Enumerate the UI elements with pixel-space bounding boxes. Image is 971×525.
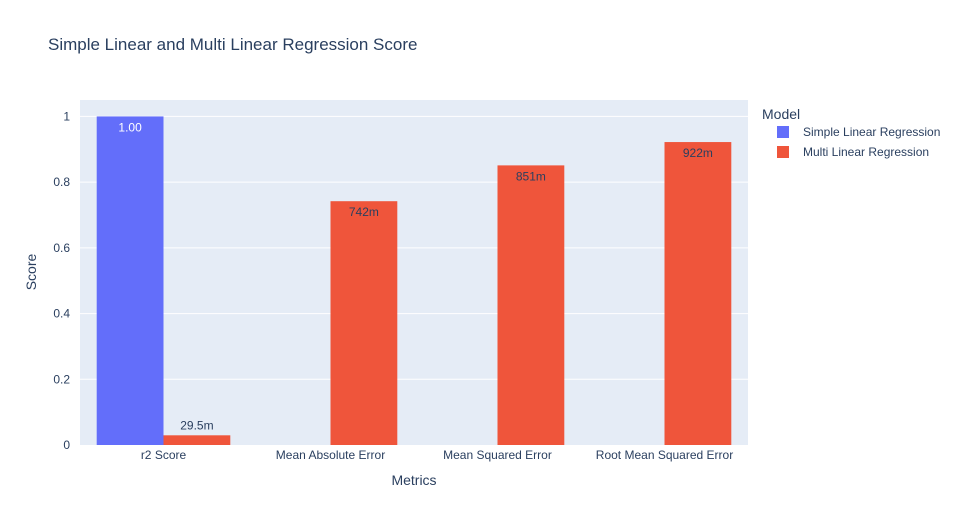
bar	[163, 435, 231, 445]
bar	[96, 116, 164, 445]
y-tick-label: 0.8	[53, 175, 70, 189]
y-tick-label: 0.4	[53, 307, 70, 321]
bar-data-label: 742m	[349, 205, 379, 219]
bar-data-label: 1.00	[118, 120, 142, 134]
legend-label: Multi Linear Regression	[803, 145, 929, 159]
grid-lines	[80, 115, 748, 380]
x-tick-label: Root Mean Squared Error	[596, 448, 733, 462]
x-tick-label: Mean Squared Error	[443, 448, 552, 462]
legend-label: Simple Linear Regression	[803, 125, 940, 139]
y-tick-label: 0.6	[53, 241, 70, 255]
y-tick-label: 0	[63, 438, 70, 452]
bar-data-label: 29.5m	[180, 418, 213, 432]
y-axis-title: Score	[23, 254, 39, 291]
bar	[330, 201, 398, 445]
legend-swatch	[777, 126, 789, 138]
bars: 1.00 29.5m 742m 851m 922m	[96, 116, 732, 446]
legend: Model Simple Linear Regression Multi Line…	[762, 106, 940, 159]
x-tick-label: Mean Absolute Error	[276, 448, 385, 462]
y-axis-ticks: 0 0.2 0.4 0.6 0.8 1	[53, 109, 70, 452]
y-tick-label: 1	[63, 109, 70, 123]
plot-area	[80, 100, 748, 445]
x-axis-title: Metrics	[391, 472, 436, 488]
y-tick-label: 0.2	[53, 372, 70, 386]
bar-data-label: 922m	[683, 146, 713, 160]
x-axis-ticks: r2 Score Mean Absolute Error Mean Squared …	[141, 448, 733, 462]
bar	[664, 142, 732, 446]
bar	[497, 165, 565, 445]
legend-title: Model	[762, 106, 800, 122]
bar-data-label: 851m	[516, 169, 546, 183]
legend-swatch	[777, 146, 789, 158]
x-tick-label: r2 Score	[141, 448, 187, 462]
chart-title: Simple Linear and Multi Linear Regressio…	[48, 35, 417, 54]
